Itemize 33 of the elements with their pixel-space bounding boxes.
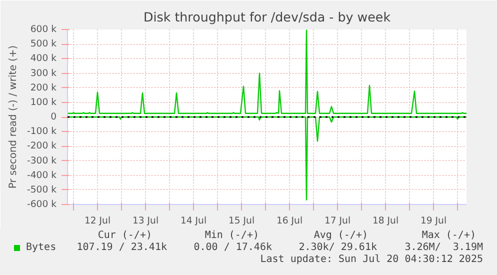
text: Cur (-/+) [98,230,152,242]
y-tick-label: 600 k [30,24,58,35]
text: Last update: Sun Jul 20 04:30:12 2025 [260,254,483,266]
y-tick-label: 300 k [30,68,58,79]
y-tick-label: 400 k [30,53,58,64]
x-tick-label: 18 Jul [372,216,399,226]
x-tick-label: 14 Jul [180,216,207,226]
y-tick-label: 100 k [30,96,58,108]
text: Avg (-/+) [314,230,368,242]
text: 2.30k/ 29.61k [298,242,377,254]
x-tick-label: 12 Jul [84,216,111,226]
y-tick-label: -400 k [26,170,58,181]
text: Max (-/+) [422,230,476,242]
text: 3.26M/ 3.19M [404,242,483,254]
y-tick-label: -500 k [26,184,58,196]
y-axis-title: Pr second read (-) / write (+) [8,45,19,189]
y-tick-label: -300 k [26,155,58,166]
chart-title: Disk throughput for /dev/sda - by week [143,10,392,24]
x-tick-label: 16 Jul [276,216,303,226]
y-tick-label: -600 k [26,199,58,210]
y-tick-label: 200 k [30,82,58,94]
x-tick-label: 15 Jul [228,216,255,226]
legend-label: Bytes [26,242,56,254]
y-tick-label: 0 [50,112,57,122]
y-tick-label: -100 k [26,126,58,138]
text: 107.19 / 23.41k [76,242,167,254]
x-tick-label: 13 Jul [132,216,159,226]
text: Min (-/+) [204,230,259,242]
y-tick-label: -200 k [26,140,58,152]
x-tick-label: 17 Jul [324,216,351,226]
y-tick-label: 500 k [30,38,58,50]
x-tick-label: 19 Jul [420,216,447,226]
text: 0.00 / 17.46k [194,242,272,254]
